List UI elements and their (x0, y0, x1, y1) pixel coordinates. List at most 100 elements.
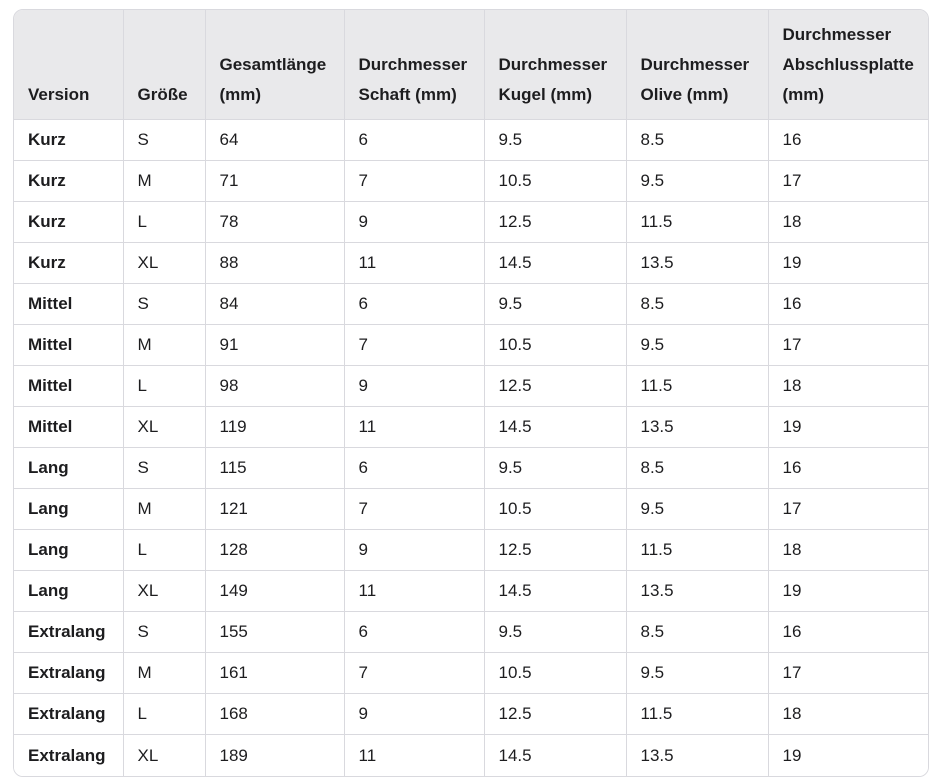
table-row: Kurz M 71 7 10.5 9.5 17 (14, 160, 928, 203)
cell: 91 (205, 324, 345, 367)
cell: 11.5 (626, 201, 769, 244)
cell: 9 (344, 201, 485, 244)
cell: 8.5 (626, 119, 769, 162)
cell: M (123, 652, 206, 695)
cell: 13.5 (626, 406, 769, 449)
dimensions-table-container: Version Größe Gesamtlänge (mm) Durchmess… (13, 9, 929, 777)
cell: 121 (205, 488, 345, 531)
cell: 11 (344, 734, 485, 776)
cell-version: Extralang (14, 734, 124, 776)
cell: 9 (344, 365, 485, 408)
column-header-durchmesser-abschlussplatte: Durchmesser Abschlussplatte (mm) (768, 10, 928, 121)
cell: 9.5 (484, 447, 627, 490)
column-header-durchmesser-olive: Durchmesser Olive (mm) (626, 10, 769, 121)
table-row: Lang L 128 9 12.5 11.5 18 (14, 529, 928, 572)
cell: 12.5 (484, 693, 627, 736)
table-row: Kurz L 78 9 12.5 11.5 18 (14, 201, 928, 244)
table-header: Version Größe Gesamtlänge (mm) Durchmess… (14, 10, 928, 121)
cell: 64 (205, 119, 345, 162)
cell: XL (123, 406, 206, 449)
cell: 88 (205, 242, 345, 285)
cell: 9 (344, 529, 485, 572)
cell: 78 (205, 201, 345, 244)
cell: 7 (344, 324, 485, 367)
cell: 12.5 (484, 529, 627, 572)
cell: 16 (768, 611, 928, 654)
cell: S (123, 119, 206, 162)
cell: 18 (768, 693, 928, 736)
cell: 6 (344, 119, 485, 162)
cell-version: Lang (14, 529, 124, 572)
cell: S (123, 447, 206, 490)
cell: 10.5 (484, 652, 627, 695)
cell: 6 (344, 283, 485, 326)
cell: 9.5 (626, 488, 769, 531)
cell: 8.5 (626, 447, 769, 490)
cell: 17 (768, 160, 928, 203)
table-header-row: Version Größe Gesamtlänge (mm) Durchmess… (14, 10, 928, 121)
cell: 13.5 (626, 570, 769, 613)
cell: 18 (768, 365, 928, 408)
cell-version: Mittel (14, 406, 124, 449)
cell: 8.5 (626, 283, 769, 326)
cell: 9.5 (484, 283, 627, 326)
cell: 17 (768, 652, 928, 695)
table-row: Kurz XL 88 11 14.5 13.5 19 (14, 242, 928, 285)
cell: 10.5 (484, 324, 627, 367)
cell-version: Extralang (14, 611, 124, 654)
table-row: Mittel M 91 7 10.5 9.5 17 (14, 324, 928, 367)
table-row: Lang XL 149 11 14.5 13.5 19 (14, 570, 928, 613)
cell: 161 (205, 652, 345, 695)
cell: XL (123, 242, 206, 285)
cell: 10.5 (484, 160, 627, 203)
cell-version: Kurz (14, 242, 124, 285)
cell: 71 (205, 160, 345, 203)
cell: L (123, 201, 206, 244)
column-header-durchmesser-kugel: Durchmesser Kugel (mm) (484, 10, 627, 121)
cell: 16 (768, 283, 928, 326)
cell-version: Extralang (14, 693, 124, 736)
table-row: Kurz S 64 6 9.5 8.5 16 (14, 119, 928, 162)
dimensions-table: Version Größe Gesamtlänge (mm) Durchmess… (14, 10, 928, 776)
cell: 6 (344, 611, 485, 654)
cell: 11 (344, 406, 485, 449)
table-row: Lang S 115 6 9.5 8.5 16 (14, 447, 928, 490)
cell: 19 (768, 242, 928, 285)
cell: 14.5 (484, 406, 627, 449)
cell: M (123, 324, 206, 367)
cell: 168 (205, 693, 345, 736)
cell: 128 (205, 529, 345, 572)
table-row: Lang M 121 7 10.5 9.5 17 (14, 488, 928, 531)
cell: 9.5 (626, 652, 769, 695)
cell: 11.5 (626, 693, 769, 736)
cell: 16 (768, 119, 928, 162)
cell: 11 (344, 242, 485, 285)
cell: 7 (344, 488, 485, 531)
cell: 14.5 (484, 242, 627, 285)
cell: 12.5 (484, 201, 627, 244)
table-row: Mittel L 98 9 12.5 11.5 18 (14, 365, 928, 408)
cell: M (123, 488, 206, 531)
cell: 19 (768, 734, 928, 776)
column-header-groesse: Größe (123, 10, 206, 121)
cell: 19 (768, 406, 928, 449)
cell-version: Mittel (14, 324, 124, 367)
cell: 6 (344, 447, 485, 490)
cell-version: Extralang (14, 652, 124, 695)
cell-version: Lang (14, 488, 124, 531)
cell: 19 (768, 570, 928, 613)
cell-version: Lang (14, 570, 124, 613)
cell: 17 (768, 324, 928, 367)
cell: 98 (205, 365, 345, 408)
cell: 10.5 (484, 488, 627, 531)
cell: 18 (768, 529, 928, 572)
table-row: Extralang XL 189 11 14.5 13.5 19 (14, 734, 928, 776)
cell-version: Lang (14, 447, 124, 490)
table-row: Extralang M 161 7 10.5 9.5 17 (14, 652, 928, 695)
table-row: Extralang S 155 6 9.5 8.5 16 (14, 611, 928, 654)
cell: L (123, 365, 206, 408)
cell: 119 (205, 406, 345, 449)
cell: 16 (768, 447, 928, 490)
cell: 115 (205, 447, 345, 490)
cell: 9 (344, 693, 485, 736)
